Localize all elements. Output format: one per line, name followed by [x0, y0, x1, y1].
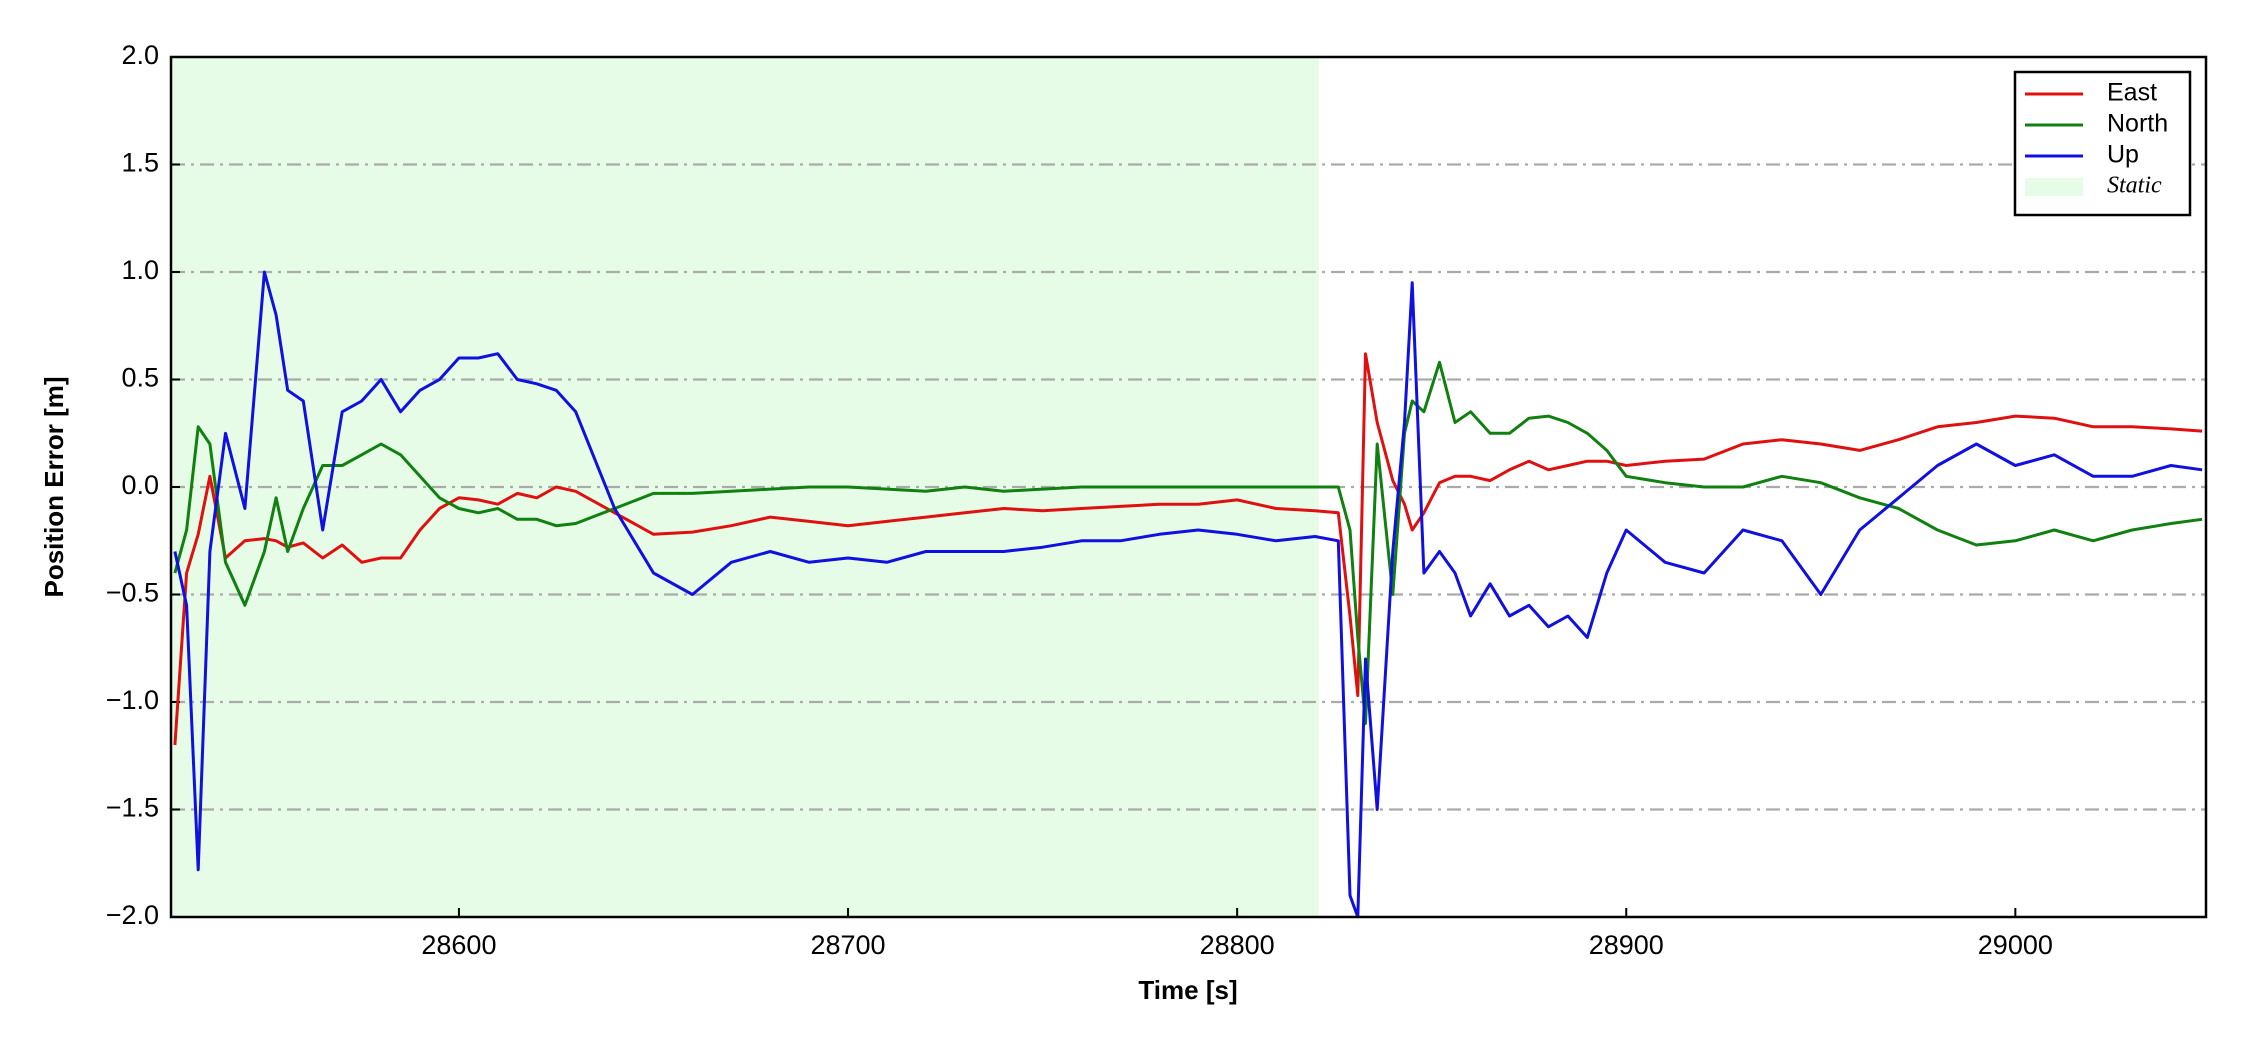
legend-label: Static — [2107, 173, 2162, 199]
y-tick-label: −1.0 — [106, 685, 159, 715]
legend-swatch — [2025, 178, 2083, 196]
series-line — [173, 352, 2203, 746]
legend-label: North — [2107, 110, 2168, 138]
y-axis-label: Position Error [m] — [39, 376, 69, 597]
series-line — [173, 360, 2203, 725]
y-tick-label: 2.0 — [121, 40, 159, 70]
y-tick-label: −2.0 — [106, 900, 159, 930]
legend-label: Up — [2107, 141, 2139, 169]
x-axis-label: Time [s] — [1138, 975, 1237, 1005]
y-tick-label: 0.5 — [121, 363, 159, 393]
series-group — [173, 270, 2203, 917]
plot-frame — [169, 55, 2208, 919]
x-tick-label: 28900 — [1589, 930, 1664, 960]
y-tick-label: −0.5 — [106, 578, 159, 608]
legend-label: East — [2107, 79, 2157, 107]
y-tick-label: −1.5 — [106, 793, 159, 823]
x-tick-label: 28600 — [421, 930, 496, 960]
y-tick-label: 1.5 — [121, 148, 159, 178]
x-tick-label: 28800 — [1200, 930, 1275, 960]
x-tick-label: 29000 — [1978, 930, 2053, 960]
y-tick-label: 1.0 — [121, 255, 159, 285]
y-tick-label: 0.0 — [121, 470, 159, 500]
series-line — [173, 270, 2203, 917]
x-tick-label: 28700 — [810, 930, 885, 960]
